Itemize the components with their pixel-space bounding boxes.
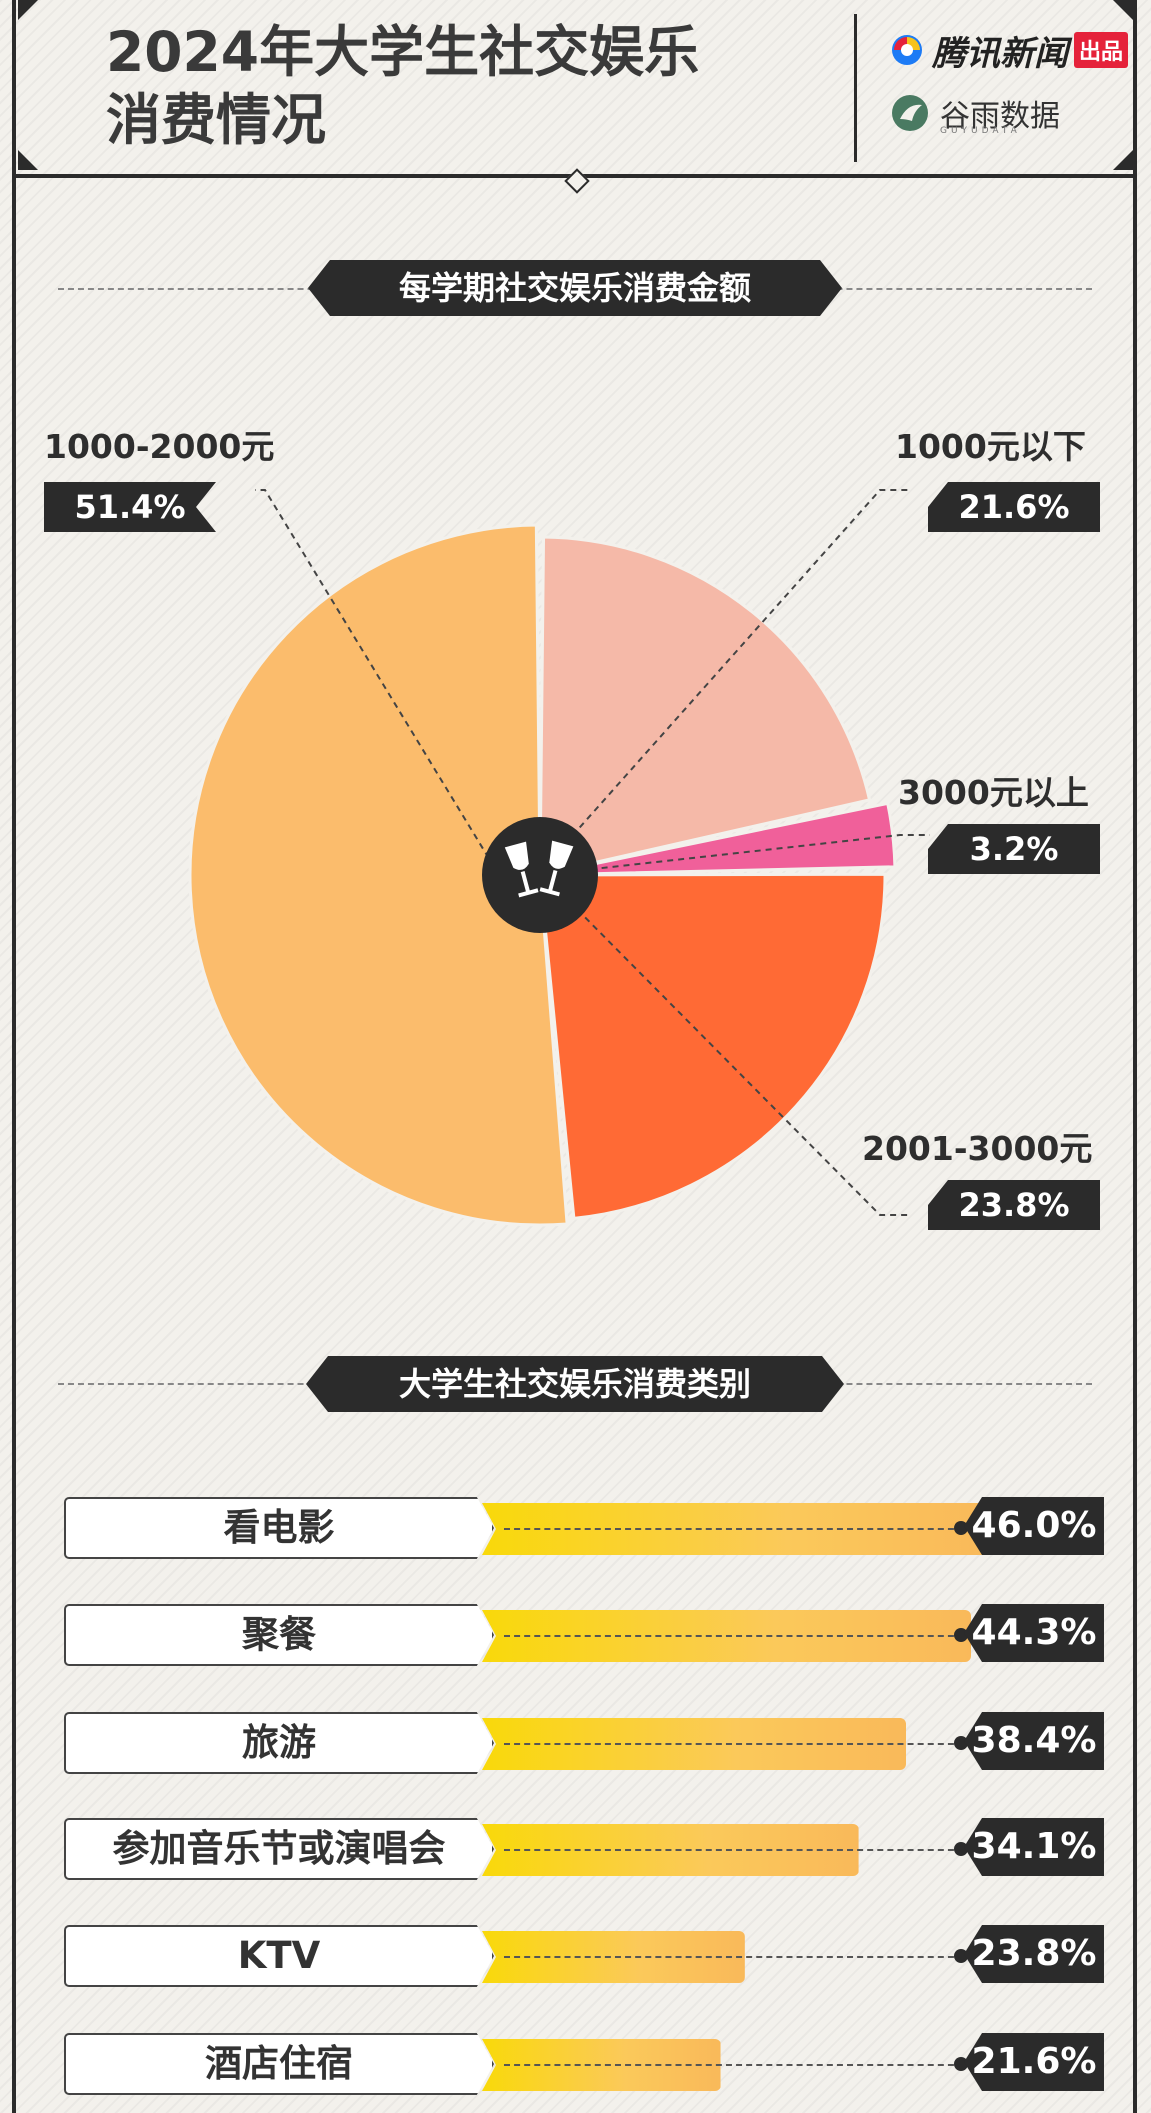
pie-label-2001-3000: 2001-3000元 bbox=[862, 1129, 1093, 1168]
section1-title: 每学期社交娱乐消费金额 bbox=[308, 260, 842, 316]
bar-leader bbox=[504, 1528, 964, 1530]
bar-dot bbox=[954, 1842, 968, 1856]
corner-decoration bbox=[1113, 0, 1133, 20]
pie-chart bbox=[188, 489, 930, 1227]
page-frame bbox=[12, 0, 1137, 2113]
pie-value-1000-2000: 51.4% bbox=[44, 482, 216, 532]
bar-category-label: 聚餐 bbox=[64, 1604, 494, 1666]
bird-icon bbox=[892, 95, 928, 131]
pie-label-1000-2000: 1000-2000元 bbox=[44, 427, 275, 466]
bar-value-label: 46.0% bbox=[964, 1497, 1104, 1555]
tencent-news-icon bbox=[892, 35, 922, 65]
bar-row: 酒店住宿 21.6% bbox=[64, 2033, 1104, 2095]
logo2-subtext: GUYUDATA bbox=[940, 126, 1021, 136]
bar-value-label: 34.1% bbox=[964, 1818, 1104, 1876]
pie-value-2001-3000: 23.8% bbox=[928, 1180, 1100, 1230]
bar-dot bbox=[954, 1628, 968, 1642]
bar-value-label: 44.3% bbox=[964, 1604, 1104, 1662]
pie-value-1000-below: 21.6% bbox=[928, 482, 1100, 532]
bar-category-label: 看电影 bbox=[64, 1497, 494, 1559]
pie-value-3000-above: 3.2% bbox=[928, 824, 1100, 874]
bar-value-label: 38.4% bbox=[964, 1712, 1104, 1770]
page-title: 2024年大学生社交娱乐 消费情况 bbox=[106, 18, 699, 154]
bar-leader bbox=[504, 1956, 964, 1958]
bar-leader bbox=[504, 1635, 964, 1637]
title-line-2: 消费情况 bbox=[106, 88, 327, 152]
bar-category-label: KTV bbox=[64, 1925, 494, 1987]
logo1-badge: 出品 bbox=[1074, 32, 1129, 68]
pie-label-3000-above: 3000元以上 bbox=[898, 773, 1089, 812]
pie-slice-3 bbox=[188, 523, 569, 1227]
bar-dot bbox=[954, 2057, 968, 2071]
pie-label-1000-below: 1000元以下 bbox=[895, 427, 1086, 466]
bar-leader bbox=[504, 2064, 964, 2066]
bar-dot bbox=[954, 1949, 968, 1963]
header-divider bbox=[854, 14, 857, 162]
tencent-news-logo: 腾讯新闻 出品 bbox=[890, 28, 1129, 74]
bar-row: 看电影 46.0% bbox=[64, 1497, 1104, 1559]
bar-row: KTV 23.8% bbox=[64, 1925, 1104, 1987]
bar-leader bbox=[504, 1743, 964, 1745]
logo2-text: 谷雨数据 bbox=[940, 99, 1060, 134]
corner-decoration bbox=[18, 0, 38, 20]
logo1-text: 腾讯新闻 bbox=[932, 33, 1068, 74]
bar-dot bbox=[954, 1736, 968, 1750]
bar-row: 旅游 38.4% bbox=[64, 1712, 1104, 1774]
pie-slice-0 bbox=[538, 535, 872, 877]
pie-leader-line bbox=[568, 901, 910, 1216]
bar-dot bbox=[954, 1521, 968, 1535]
wine-glasses-toast-icon bbox=[482, 817, 598, 933]
pie-slice-1 bbox=[538, 801, 897, 877]
bar-leader bbox=[504, 1849, 964, 1851]
pie-leader-line bbox=[579, 834, 930, 872]
bar-value-label: 21.6% bbox=[964, 2033, 1104, 2091]
bar-category-label: 酒店住宿 bbox=[64, 2033, 494, 2095]
section2-title: 大学生社交娱乐消费类别 bbox=[306, 1356, 844, 1412]
bar-row: 参加音乐节或演唱会 34.1% bbox=[64, 1818, 1104, 1880]
bar-category-label: 旅游 bbox=[64, 1712, 494, 1774]
corner-decoration bbox=[18, 150, 38, 170]
bar-row: 聚餐 44.3% bbox=[64, 1604, 1104, 1666]
pie-leader-line bbox=[255, 489, 501, 878]
bar-category-label: 参加音乐节或演唱会 bbox=[64, 1818, 494, 1880]
corner-decoration bbox=[1113, 150, 1133, 170]
guyu-data-logo: 谷雨数据 GUYUDATA bbox=[890, 88, 1060, 138]
bar-value-label: 23.8% bbox=[964, 1925, 1104, 1983]
title-line-1: 2024年大学生社交娱乐 bbox=[106, 20, 700, 84]
pie-leader-line bbox=[564, 489, 910, 845]
